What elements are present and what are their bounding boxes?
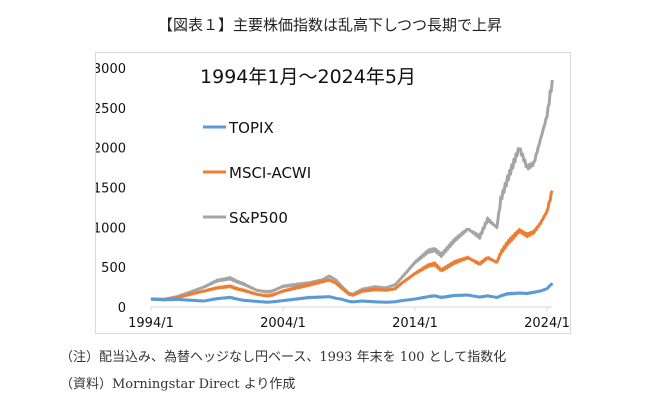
y-tick-label: 0 — [118, 301, 126, 316]
figure-source: （資料）Morningstar Direct より作成 — [60, 377, 296, 392]
y-tick-label: 1000 — [96, 221, 126, 236]
series-line-topix — [150, 282, 554, 304]
legend: TOPIX MSCI-ACWI S&P500 — [203, 119, 311, 227]
x-tick-label: 2024/1 — [524, 316, 570, 331]
x-tick-label: 1994/1 — [128, 316, 174, 331]
x-tick-label: 2004/1 — [260, 316, 306, 331]
chart-title: 1994年1月～2024年5月 — [200, 66, 416, 88]
figure-title: 【図表１】主要株価指数は乱高下しつつ長期で上昇 — [157, 16, 503, 34]
line-chart: 0 500 1000 1500 2000 2500 3000 1994/1 2004/1 2014… — [96, 62, 570, 331]
y-tick-label: 1500 — [96, 182, 126, 197]
y-tick-label: 2500 — [96, 102, 126, 117]
y-tick-label: 500 — [101, 261, 126, 276]
series-lines — [150, 79, 554, 304]
axes: 0 500 1000 1500 2000 2500 3000 1994/1 2004/1 2014… — [96, 62, 570, 331]
series-line-s-p500 — [150, 79, 554, 302]
legend-label: MSCI-ACWI — [229, 164, 311, 182]
legend-label: S&P500 — [229, 209, 288, 227]
legend-label: TOPIX — [228, 119, 274, 137]
chart-frame: 0 500 1000 1500 2000 2500 3000 1994/1 2004/1 2014… — [95, 52, 571, 334]
y-tick-label: 2000 — [96, 142, 126, 157]
series-line-msci-acwi — [150, 190, 554, 302]
y-tick-label: 3000 — [96, 62, 126, 77]
figure-note: （注）配当込み、為替ヘッジなし円ベース、1993 年末を 100 として指数化 — [60, 350, 507, 365]
x-tick-label: 2014/1 — [392, 316, 438, 331]
